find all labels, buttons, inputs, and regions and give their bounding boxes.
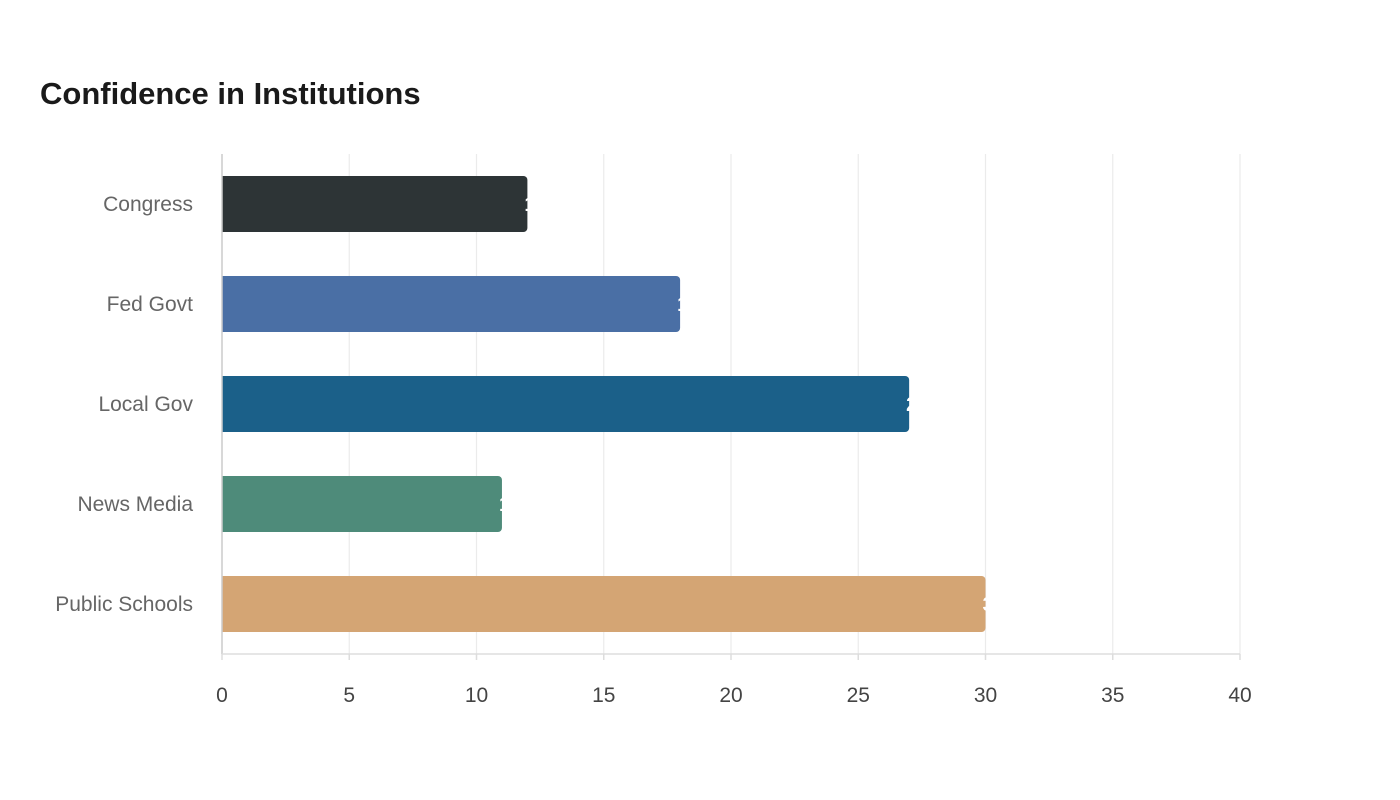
bar-congress: [222, 176, 528, 232]
x-tick-label: 0: [216, 684, 228, 707]
bars: [222, 176, 986, 632]
x-tick-label: 5: [343, 684, 355, 707]
x-tick-label: 35: [1101, 684, 1124, 707]
axes: [221, 154, 1241, 660]
x-tick-label: 25: [847, 684, 870, 707]
category-label: Fed Govt: [107, 293, 194, 316]
bar-base: [222, 176, 230, 232]
data-label: 2: [906, 394, 917, 416]
bar-local-gov: [222, 376, 910, 432]
category-label: News Media: [77, 493, 193, 516]
bar-fed-govt: [222, 276, 681, 332]
x-tick-label: 10: [465, 684, 488, 707]
category-label: Public Schools: [55, 593, 193, 616]
bar-base: [222, 376, 230, 432]
data-label: 3: [983, 594, 994, 616]
x-tick-label: 40: [1228, 684, 1251, 707]
x-tick-label: 15: [592, 684, 615, 707]
data-label: 1: [677, 294, 688, 316]
data-label: 1: [499, 494, 510, 516]
data-label: 1: [524, 194, 535, 216]
bar-base: [222, 476, 230, 532]
category-label: Local Gov: [98, 393, 193, 416]
x-tick-label: 30: [974, 684, 997, 707]
x-tick-label: 20: [719, 684, 742, 707]
x-tick-labels: 0 5 10 15 20 25 30 35 40: [216, 684, 1252, 707]
bar-base: [222, 576, 230, 632]
chart-title: Confidence in Institutions: [40, 76, 421, 111]
bar-public-schools: [222, 576, 986, 632]
bar-news-media: [222, 476, 502, 532]
category-label: Congress: [103, 193, 193, 216]
category-labels: Congress Fed Govt Local Gov News Media Publi…: [55, 193, 193, 616]
bar-base: [222, 276, 230, 332]
